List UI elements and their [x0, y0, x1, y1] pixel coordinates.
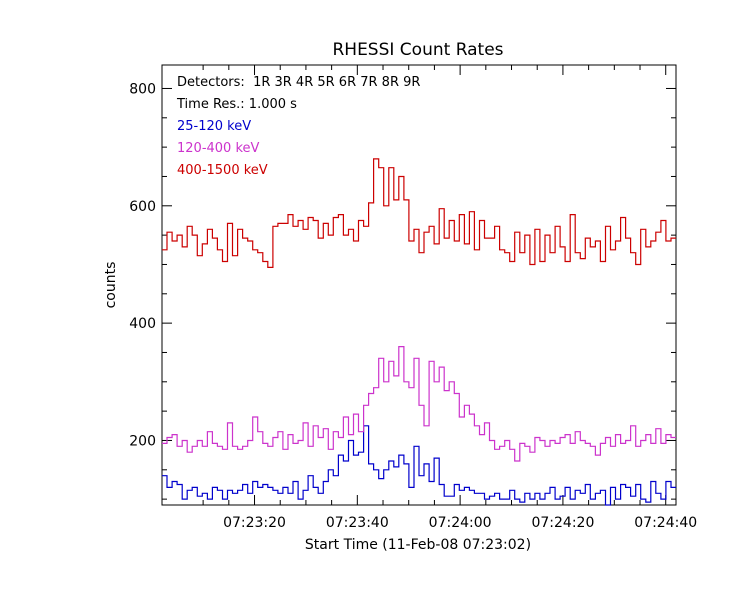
series-line-120-400-kev — [162, 346, 676, 462]
x-tick-label: 07:23:40 — [326, 515, 389, 531]
x-tick-label: 07:24:40 — [634, 515, 697, 531]
x-tick-label: 07:24:00 — [429, 515, 492, 531]
y-tick-label: 800 — [129, 81, 156, 97]
x-tick-label: 07:23:20 — [223, 515, 286, 531]
x-axis-label: Start Time (11-Feb-08 07:23:02) — [305, 537, 531, 553]
y-tick-label: 600 — [129, 199, 156, 215]
series-line-25-120-kev — [162, 425, 676, 506]
y-tick-label: 400 — [129, 316, 156, 332]
chart-title: RHESSI Count Rates — [332, 40, 503, 60]
annotation-text: Detectors: 1R 3R 4R 5R 6R 7R 8R 9R — [177, 75, 420, 90]
legend-entry: 25-120 keV — [177, 119, 251, 134]
y-tick-label: 200 — [129, 433, 156, 449]
x-axis: 07:23:20 07:23:40 07:24:00 07:24:20 07:24:40 — [202, 65, 697, 531]
series-line-400-1500-kev — [162, 158, 676, 268]
series-group — [162, 158, 676, 506]
y-axis: 200 400 600 800 — [129, 81, 676, 500]
legend-entry: 120-400 keV — [177, 141, 260, 156]
annotations: Detectors: 1R 3R 4R 5R 6R 7R 8R 9R Time R… — [176, 75, 420, 112]
legend-entry: 400-1500 keV — [177, 163, 268, 178]
legend: 25-120 keV 120-400 keV 400-1500 keV — [177, 119, 268, 178]
annotation-text: Time Res.: 1.000 s — [176, 97, 297, 112]
y-axis-label: counts — [103, 262, 119, 309]
plot-frame — [161, 64, 677, 506]
x-tick-label: 07:24:20 — [531, 515, 594, 531]
